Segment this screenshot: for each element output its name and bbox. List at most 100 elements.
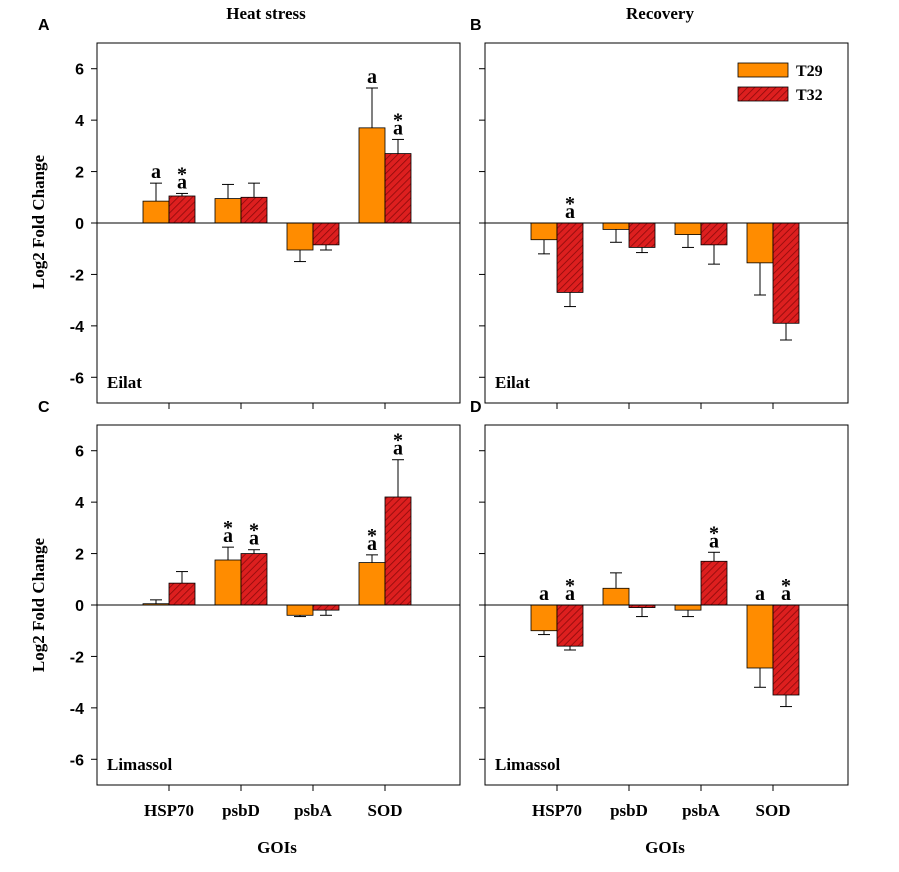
- significance-letter: a: [565, 583, 575, 605]
- significance-letter: a: [781, 583, 791, 605]
- bar-t29: [674, 222, 702, 235]
- y-tick-label: -2: [70, 267, 84, 284]
- bar-t29: [214, 559, 242, 606]
- ylabel-bottom: Log2 Fold Change: [29, 537, 48, 672]
- y-tick-label: 6: [75, 444, 84, 461]
- legend-label-t29: T29: [796, 63, 823, 80]
- x-tick-label: psbA: [682, 801, 721, 820]
- y-tick-label: -6: [70, 370, 84, 387]
- location-label: Limassol: [495, 755, 560, 774]
- bar-t29: [358, 562, 386, 606]
- bar-t32: [312, 604, 340, 611]
- significance-letter: a: [223, 525, 233, 547]
- significance-letter: a: [151, 161, 161, 183]
- significance-letter: a: [755, 583, 765, 605]
- significance-star: *: [781, 575, 791, 597]
- significance-star: *: [249, 520, 259, 542]
- x-tick-label: psbD: [610, 801, 648, 820]
- significance-letter: a: [177, 171, 187, 193]
- y-tick-label: 6: [75, 62, 84, 79]
- significance-star: *: [565, 193, 575, 215]
- y-tick-label: -4: [70, 319, 84, 336]
- x-tick-label: SOD: [756, 801, 791, 820]
- significance-star: *: [177, 163, 187, 185]
- significance-letter: a: [249, 528, 259, 550]
- significance-letter: a: [565, 201, 575, 223]
- legend-swatch-t32: [737, 86, 789, 102]
- bar-t32: [168, 195, 196, 224]
- panel-letter: B: [470, 17, 482, 34]
- legend-swatch-t29: [737, 62, 789, 78]
- y-tick-label: -2: [70, 649, 84, 666]
- significance-star: *: [367, 525, 377, 547]
- location-label: Eilat: [107, 373, 142, 392]
- y-tick-label: 0: [75, 598, 84, 615]
- y-tick-label: 2: [75, 547, 84, 564]
- x-tick-label: psbA: [294, 801, 333, 820]
- location-label: Eilat: [495, 373, 530, 392]
- significance-star: *: [709, 522, 719, 544]
- y-tick-label: 4: [75, 113, 84, 130]
- significance-letter: a: [709, 530, 719, 552]
- y-tick-label: -6: [70, 752, 84, 769]
- bar-t32: [772, 222, 800, 324]
- bar-t29: [530, 604, 558, 632]
- x-tick-label: HSP70: [532, 801, 582, 820]
- right-column-title: Recovery: [626, 4, 694, 23]
- bar-t29: [142, 200, 170, 224]
- left-column-title: Heat stress: [226, 4, 306, 23]
- panel-letter: C: [38, 399, 50, 416]
- x-tick-label: SOD: [368, 801, 403, 820]
- x-tick-label: psbD: [222, 801, 260, 820]
- bar-t29: [602, 222, 630, 230]
- bar-t32: [556, 222, 584, 293]
- bar-t32: [384, 153, 412, 224]
- y-tick-label: 0: [75, 216, 84, 233]
- bar-t32: [384, 496, 412, 606]
- bar-t29: [358, 127, 386, 224]
- bar-t29: [674, 604, 702, 611]
- bar-t32: [556, 604, 584, 647]
- bar-t29: [746, 222, 774, 264]
- significance-letter: a: [393, 438, 403, 460]
- bar-t32: [312, 222, 340, 246]
- y-tick-label: 4: [75, 495, 84, 512]
- bar-t29: [286, 222, 314, 251]
- panel-letter: D: [470, 399, 482, 416]
- xlabel-right: GOIs: [645, 838, 685, 857]
- ylabel-top: Log2 Fold Change: [29, 154, 48, 289]
- bar-t32: [240, 196, 268, 224]
- bar-t29: [530, 222, 558, 241]
- significance-star: *: [393, 109, 403, 131]
- location-label: Limassol: [107, 755, 172, 774]
- bar-t32: [240, 553, 268, 606]
- panel-letter: A: [38, 17, 50, 34]
- significance-letter: a: [367, 533, 377, 555]
- significance-letter: a: [393, 117, 403, 139]
- significance-star: *: [393, 430, 403, 452]
- bar-t32: [700, 222, 728, 246]
- bar-t29: [214, 198, 242, 224]
- panel-b: B Eilat a*: [470, 17, 849, 409]
- bar-t29: [286, 604, 314, 616]
- significance-letter: a: [539, 583, 549, 605]
- legend: T29 T32: [737, 62, 823, 104]
- x-tick-label: HSP70: [144, 801, 194, 820]
- panels: -6-4-20246AEilataaa*a*BEilata*-6-4-20246…: [38, 17, 849, 820]
- xlabel-left: GOIs: [257, 838, 297, 857]
- significance-star: *: [565, 575, 575, 597]
- significance-letter: a: [367, 66, 377, 88]
- bar-t32: [168, 582, 196, 606]
- bar-t29: [746, 604, 774, 669]
- significance-star: *: [223, 517, 233, 539]
- bar-t32: [772, 604, 800, 696]
- bar-t29: [602, 587, 630, 606]
- bar-t32: [700, 560, 728, 606]
- bar-t32: [628, 222, 656, 248]
- legend-label-t32: T32: [796, 87, 823, 104]
- y-tick-label: 2: [75, 165, 84, 182]
